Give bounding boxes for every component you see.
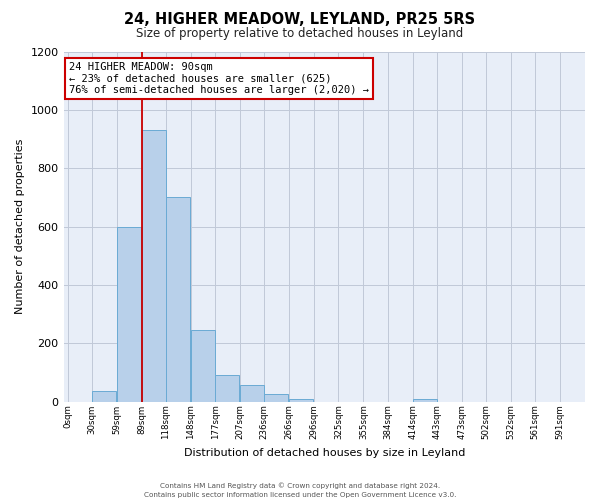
Bar: [289, 398, 313, 402]
Bar: [166, 198, 190, 402]
Bar: [413, 398, 437, 402]
Bar: [264, 394, 289, 402]
Text: 24, HIGHER MEADOW, LEYLAND, PR25 5RS: 24, HIGHER MEADOW, LEYLAND, PR25 5RS: [124, 12, 476, 28]
Text: Contains HM Land Registry data © Crown copyright and database right 2024.
Contai: Contains HM Land Registry data © Crown c…: [144, 482, 456, 498]
Bar: [142, 130, 166, 402]
Bar: [240, 386, 264, 402]
Text: Size of property relative to detached houses in Leyland: Size of property relative to detached ho…: [136, 28, 464, 40]
Bar: [117, 227, 141, 402]
Bar: [191, 330, 215, 402]
X-axis label: Distribution of detached houses by size in Leyland: Distribution of detached houses by size …: [184, 448, 465, 458]
Bar: [215, 376, 239, 402]
Y-axis label: Number of detached properties: Number of detached properties: [15, 139, 25, 314]
Text: 24 HIGHER MEADOW: 90sqm
← 23% of detached houses are smaller (625)
76% of semi-d: 24 HIGHER MEADOW: 90sqm ← 23% of detache…: [69, 62, 369, 95]
Bar: [92, 392, 116, 402]
